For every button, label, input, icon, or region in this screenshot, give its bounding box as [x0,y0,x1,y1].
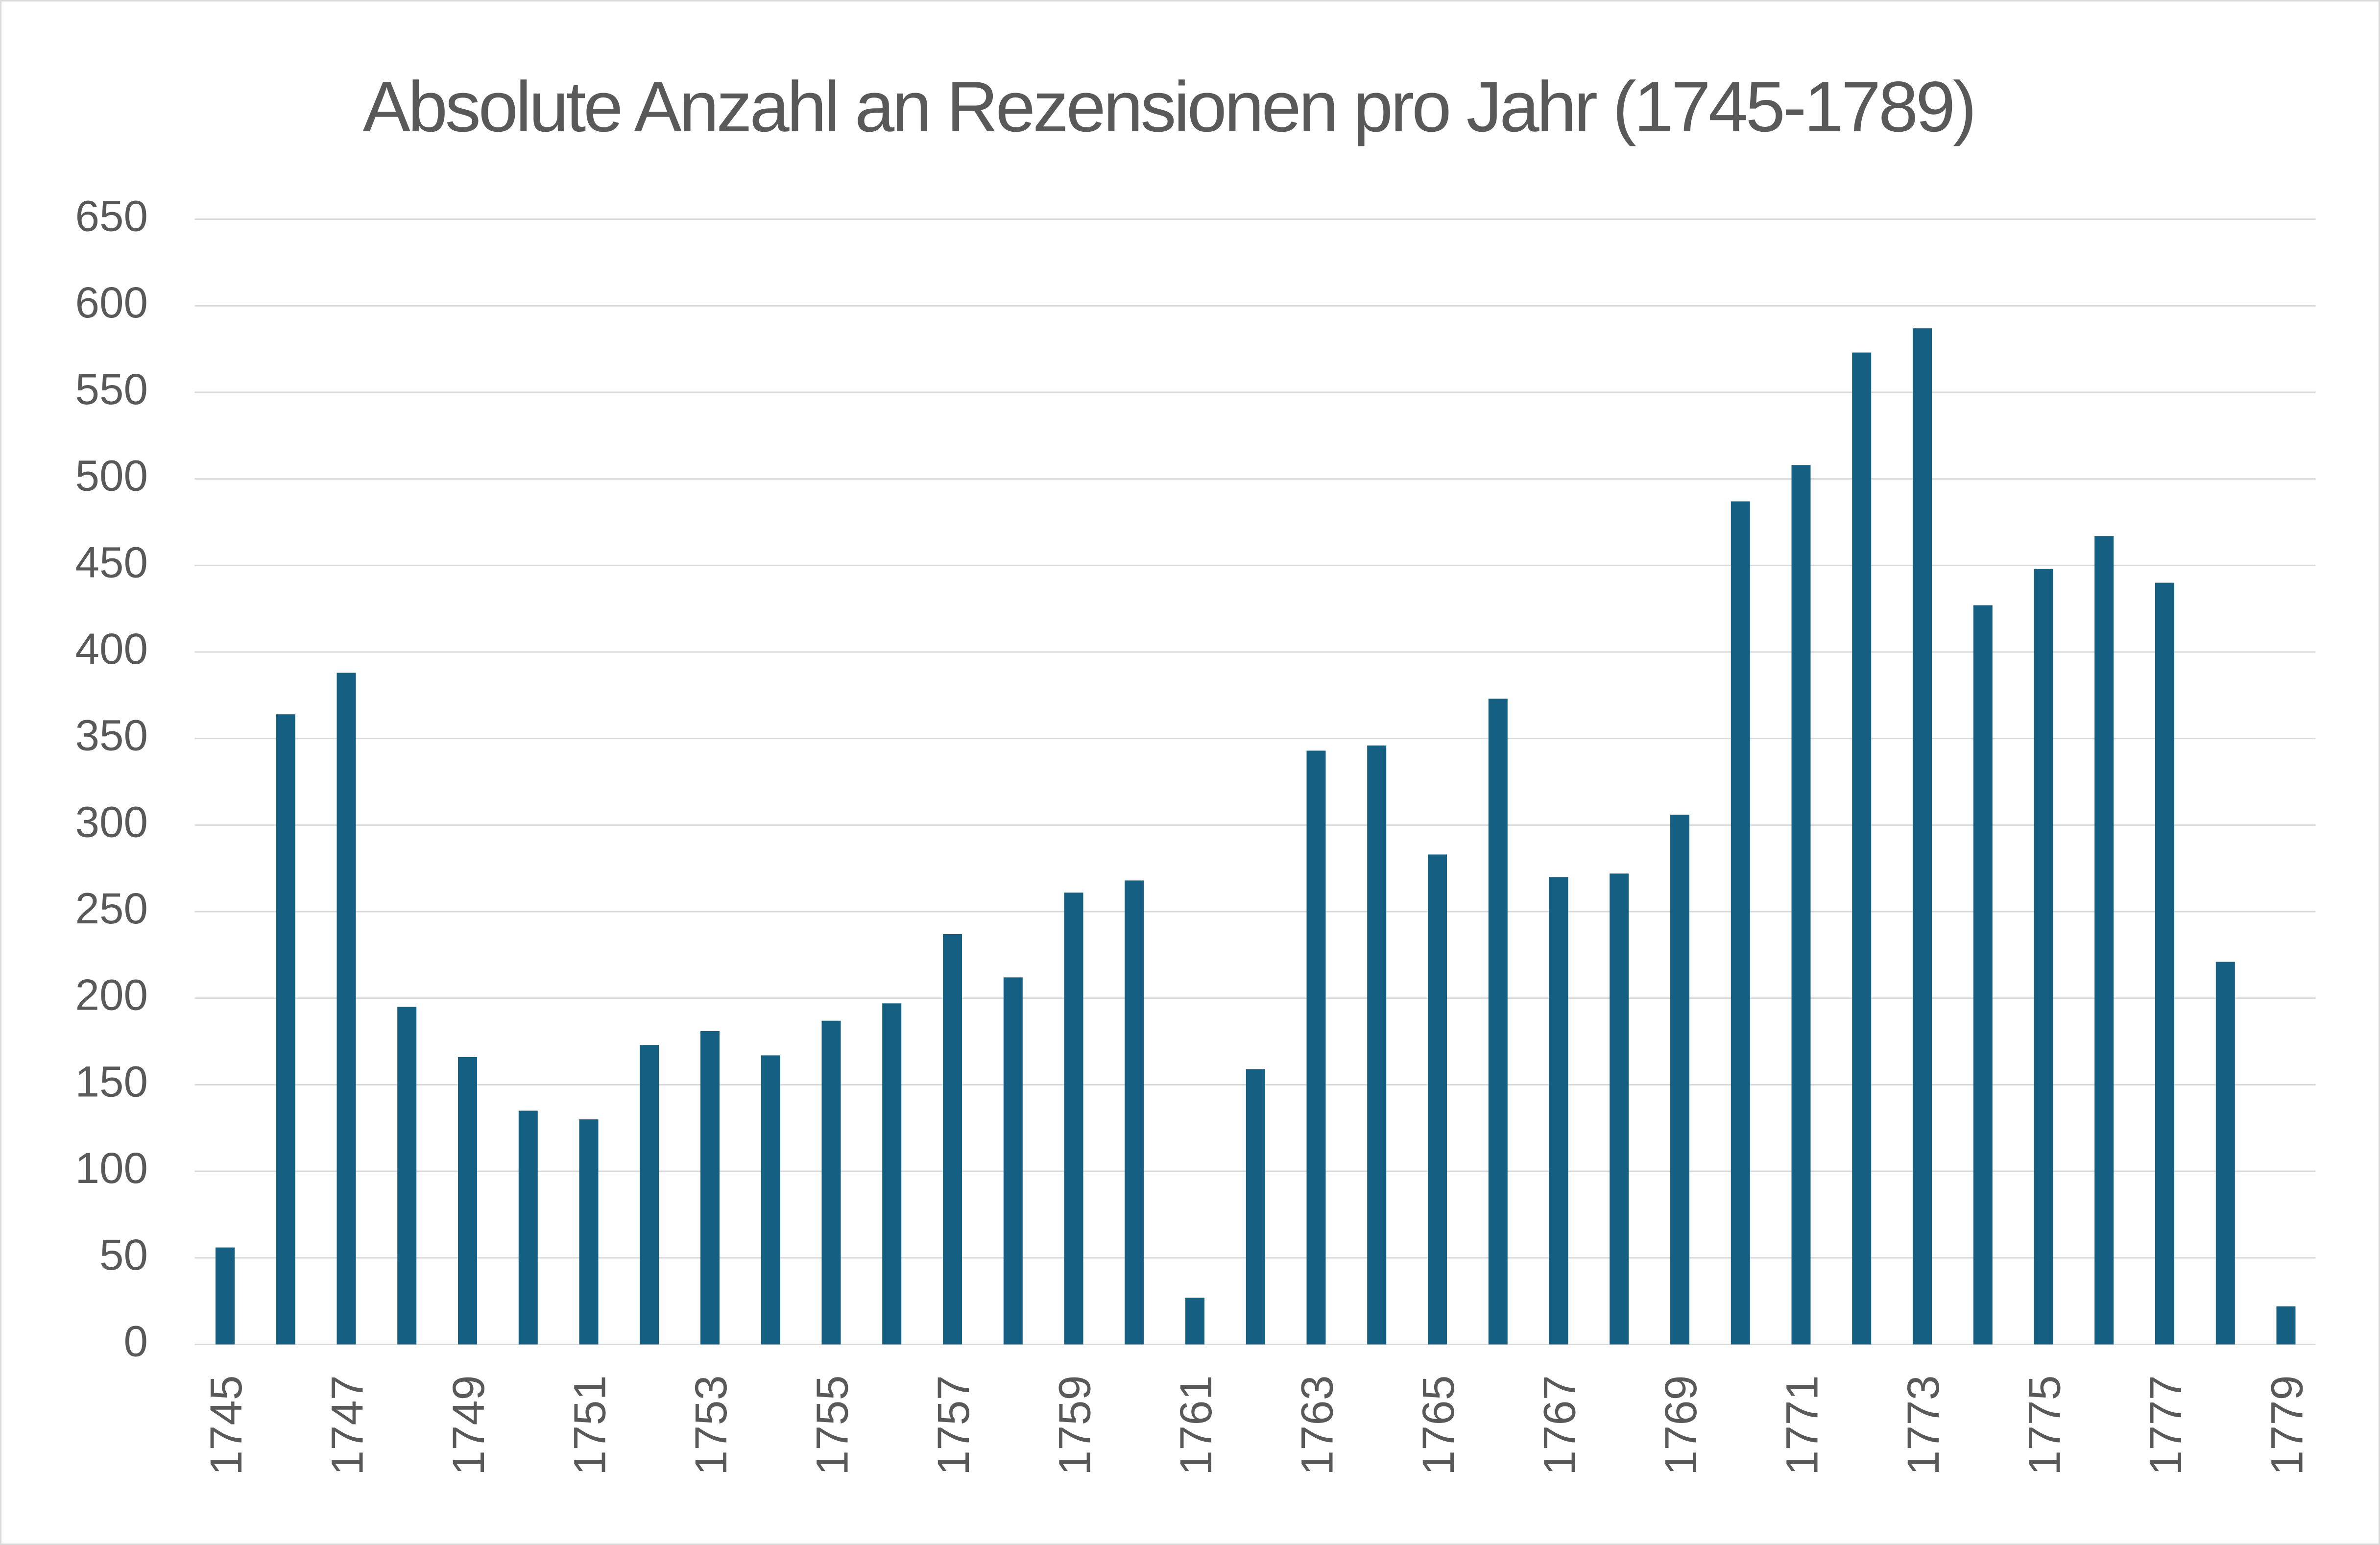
svg-text:1769: 1769 [1656,1375,1706,1475]
svg-text:1771: 1771 [1778,1375,1827,1475]
svg-text:1747: 1747 [323,1375,373,1475]
svg-text:400: 400 [75,624,148,673]
svg-text:0: 0 [124,1317,148,1366]
svg-text:550: 550 [75,364,148,413]
svg-text:1755: 1755 [808,1375,858,1475]
svg-text:1753: 1753 [686,1375,736,1475]
svg-text:200: 200 [75,970,148,1019]
svg-text:1745: 1745 [201,1375,251,1475]
svg-text:1765: 1765 [1414,1375,1464,1475]
svg-text:Absolute Anzahl an Rezensionen: Absolute Anzahl an Rezensionen pro Jahr … [363,67,1974,146]
svg-text:650: 650 [75,192,148,241]
svg-text:100: 100 [75,1143,148,1192]
svg-text:1761: 1761 [1171,1375,1221,1475]
svg-text:450: 450 [75,537,148,586]
svg-text:250: 250 [75,884,148,933]
svg-text:500: 500 [75,451,148,500]
svg-text:1763: 1763 [1293,1375,1343,1475]
svg-text:1779: 1779 [2262,1375,2312,1475]
svg-text:1751: 1751 [565,1375,615,1475]
svg-text:1773: 1773 [1899,1375,1948,1475]
svg-text:600: 600 [75,278,148,327]
svg-text:1759: 1759 [1050,1375,1100,1475]
svg-text:1749: 1749 [444,1375,494,1475]
svg-text:350: 350 [75,711,148,760]
svg-text:1767: 1767 [1535,1375,1585,1475]
svg-text:1775: 1775 [2020,1375,2070,1475]
svg-text:1757: 1757 [929,1375,979,1475]
svg-text:1777: 1777 [2141,1375,2191,1475]
svg-text:300: 300 [75,797,148,846]
svg-text:150: 150 [75,1057,148,1106]
svg-text:50: 50 [99,1230,148,1279]
